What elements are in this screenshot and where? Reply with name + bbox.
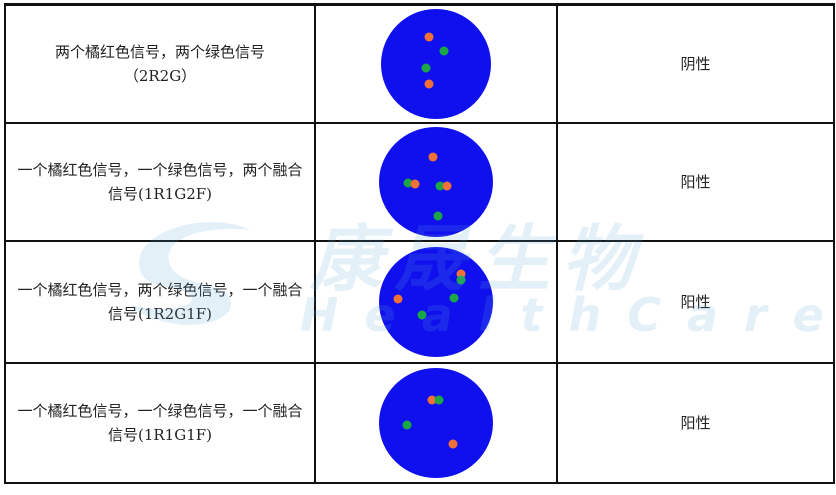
fish-signal-image <box>381 8 491 119</box>
fish-signal-image <box>379 367 493 478</box>
table-row: 两个橘红色信号，两个绿色信号（2R2G） 阴性 <box>4 3 835 124</box>
table-row: 一个橘红色信号，两个绿色信号，一个融合信号(1R2G1F) 阳性 <box>4 239 835 364</box>
green-signal-dot <box>402 420 412 429</box>
orange-signal-dot <box>448 439 458 448</box>
signal-description: 一个橘红色信号，一个绿色信号，两个融合信号(1R1G2F) <box>4 121 316 242</box>
nucleus-circle <box>379 126 493 237</box>
green-signal-dot <box>456 275 466 284</box>
orange-signal-dot <box>424 32 434 42</box>
orange-signal-dot <box>442 181 452 190</box>
result-cell: 阳性 <box>556 121 835 242</box>
signal-description: 一个橘红色信号，两个绿色信号，一个融合信号(1R2G1F) <box>4 239 316 364</box>
desc-text: 两个橘红色信号，两个绿色信号（2R2G） <box>54 42 265 85</box>
signal-image-cell <box>314 3 558 124</box>
signal-table: 两个橘红色信号，两个绿色信号（2R2G） 阴性 一个橘红色信号，一个绿色信号，两… <box>4 3 835 484</box>
result-text: 阳性 <box>680 413 711 432</box>
green-signal-dot <box>403 178 413 187</box>
result-text: 阳性 <box>680 172 711 191</box>
nucleus-circle <box>381 8 491 119</box>
green-signal-dot <box>435 181 445 190</box>
result-text: 阳性 <box>680 292 711 311</box>
fish-signal-image <box>379 246 493 357</box>
green-signal-dot <box>449 293 459 302</box>
fish-signal-image <box>379 126 493 237</box>
result-cell: 阴性 <box>556 3 835 124</box>
orange-signal-dot <box>428 152 438 161</box>
signal-description: 两个橘红色信号，两个绿色信号（2R2G） <box>4 3 316 124</box>
signal-description: 一个橘红色信号，一个绿色信号，一个融合信号(1R1G1F) <box>4 361 316 484</box>
table-row: 一个橘红色信号，一个绿色信号，一个融合信号(1R1G1F) 阳性 <box>4 361 835 484</box>
signal-image-cell <box>314 121 558 242</box>
desc-text: 一个橘红色信号，一个绿色信号，两个融合信号(1R1G2F) <box>17 160 303 203</box>
green-signal-dot <box>439 46 449 56</box>
green-signal-dot <box>433 211 443 220</box>
result-cell: 阳性 <box>556 239 835 364</box>
green-signal-dot <box>434 395 444 404</box>
orange-signal-dot <box>424 79 434 89</box>
result-text: 阴性 <box>680 54 711 73</box>
green-signal-dot <box>421 63 431 73</box>
result-cell: 阳性 <box>556 361 835 484</box>
orange-signal-dot <box>427 395 437 404</box>
signal-image-cell <box>314 239 558 364</box>
nucleus-circle <box>379 367 493 478</box>
orange-signal-dot <box>393 294 403 303</box>
signal-image-cell <box>314 361 558 484</box>
desc-text: 一个橘红色信号，一个绿色信号，一个融合信号(1R1G1F) <box>17 401 303 444</box>
green-signal-dot <box>417 310 427 319</box>
desc-text: 一个橘红色信号，两个绿色信号，一个融合信号(1R2G1F) <box>17 280 303 323</box>
orange-signal-dot <box>410 179 420 188</box>
table-row: 一个橘红色信号，一个绿色信号，两个融合信号(1R1G2F) 阳性 <box>4 121 835 242</box>
